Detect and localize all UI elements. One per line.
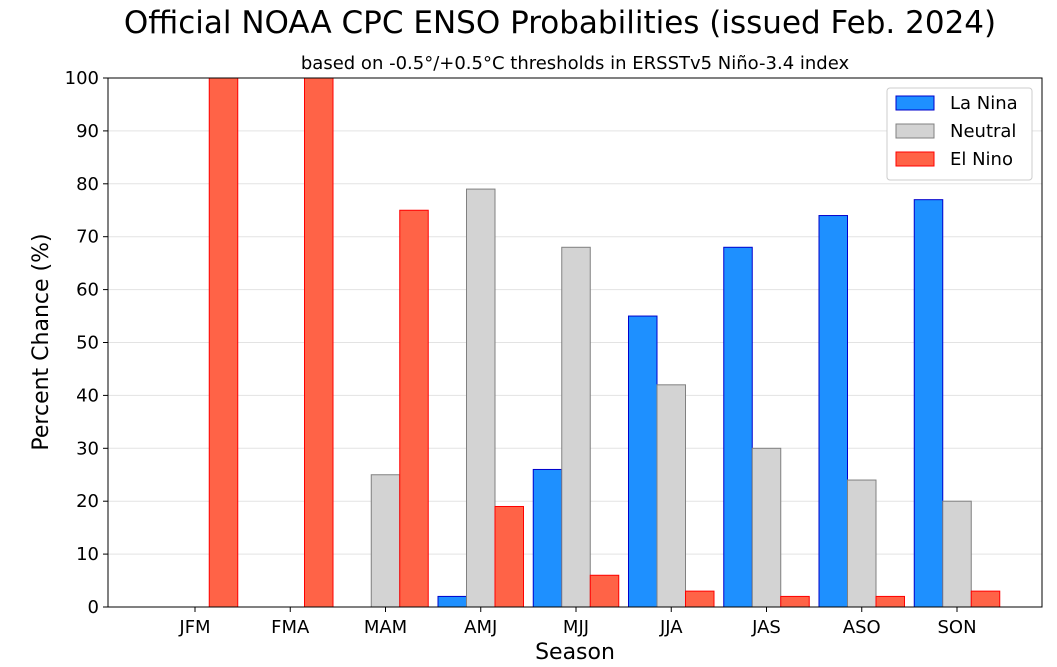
legend-swatch: [895, 95, 935, 111]
legend-label: La Nina: [950, 93, 1018, 114]
bar-el-nino: [875, 595, 905, 608]
bar-neutral: [466, 188, 496, 608]
y-tick-label: 30: [76, 438, 99, 459]
bar-neutral: [370, 474, 401, 608]
bar-la-nina: [532, 468, 563, 608]
y-axis: 0 10 20 30 40 50 60 70 80 90 100: [65, 68, 108, 618]
x-tick-label: SON: [937, 617, 976, 638]
x-tick-label: MAM: [364, 617, 407, 638]
y-tick-label: 20: [76, 491, 99, 512]
legend: La Nina Neutral El Nino: [886, 87, 1033, 181]
y-tick-label: 80: [76, 174, 99, 195]
bar-neutral: [751, 447, 782, 608]
x-axis: JFM FMA MAM AMJ MJJ JJA JAS ASO SON: [178, 607, 977, 638]
bar-neutral: [847, 479, 877, 608]
bar-el-nino: [589, 574, 620, 608]
x-tick-label: AMJ: [464, 617, 497, 638]
x-tick-label: JAS: [751, 617, 781, 638]
bars: [208, 77, 1001, 608]
bar-el-nino: [970, 590, 1001, 608]
legend-swatch: [895, 151, 935, 167]
bar-la-nina: [437, 595, 467, 608]
y-tick-label: 0: [88, 597, 99, 618]
bar-la-nina: [913, 199, 944, 608]
x-tick-label: FMA: [271, 617, 310, 638]
bar-la-nina: [723, 246, 753, 608]
bar-el-nino: [304, 77, 334, 608]
x-tick-label: MJJ: [563, 617, 589, 638]
y-tick-label: 100: [65, 68, 99, 89]
bar-el-nino: [685, 590, 715, 608]
chart-title: Official NOAA CPC ENSO Probabilities (is…: [124, 5, 996, 41]
bar-el-nino: [494, 505, 524, 608]
y-tick-label: 70: [76, 227, 99, 248]
y-tick-label: 90: [76, 121, 99, 142]
bar-neutral: [942, 500, 972, 608]
x-axis-label: Season: [535, 640, 615, 665]
bar-neutral: [656, 384, 686, 608]
bar-neutral: [561, 246, 591, 608]
legend-swatch: [895, 123, 935, 139]
bar-el-nino: [780, 595, 810, 608]
y-tick-label: 40: [76, 385, 99, 406]
legend-label: Neutral: [950, 121, 1016, 142]
y-tick-label: 10: [76, 544, 99, 565]
y-tick-label: 60: [76, 280, 99, 301]
chart-subtitle: based on -0.5°/+0.5°C thresholds in ERSS…: [301, 53, 850, 74]
legend-label: El Nino: [950, 149, 1013, 170]
bar-el-nino: [399, 209, 429, 608]
y-axis-label: Percent Chance (%): [29, 233, 54, 450]
bar-la-nina: [628, 315, 658, 608]
y-tick-label: 50: [76, 333, 99, 354]
bar-el-nino: [208, 77, 239, 608]
x-tick-label: JFM: [178, 617, 210, 638]
x-tick-label: JJA: [659, 617, 683, 638]
x-tick-label: ASO: [843, 617, 881, 638]
bar-la-nina: [818, 215, 848, 608]
